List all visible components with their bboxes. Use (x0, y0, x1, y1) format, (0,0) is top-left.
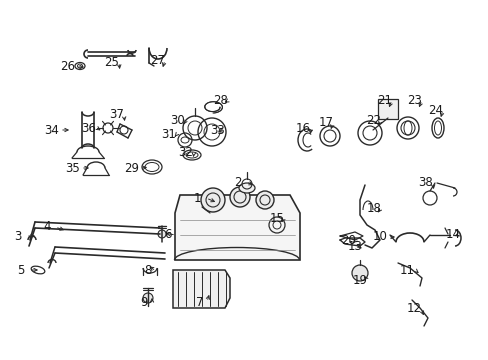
Circle shape (142, 293, 153, 303)
Text: 26: 26 (61, 60, 75, 73)
Text: 24: 24 (427, 104, 443, 117)
Text: 11: 11 (399, 264, 414, 276)
Text: 28: 28 (213, 94, 228, 107)
Polygon shape (173, 270, 229, 308)
Text: 36: 36 (81, 122, 96, 135)
Text: 13: 13 (347, 239, 362, 252)
Text: 7: 7 (196, 296, 203, 309)
Text: 6: 6 (164, 229, 171, 242)
Text: 29: 29 (124, 162, 139, 175)
Text: 10: 10 (372, 230, 386, 243)
Text: 17: 17 (318, 117, 333, 130)
Text: 38: 38 (418, 176, 432, 189)
Text: 16: 16 (295, 122, 310, 135)
Text: 22: 22 (366, 113, 381, 126)
Circle shape (201, 188, 224, 212)
Circle shape (158, 230, 165, 238)
Text: 8: 8 (144, 265, 151, 278)
Text: 34: 34 (44, 123, 60, 136)
Text: 2: 2 (234, 175, 241, 189)
Text: 3: 3 (14, 230, 21, 243)
Text: 27: 27 (150, 54, 165, 67)
Text: 12: 12 (406, 302, 421, 315)
Circle shape (256, 191, 273, 209)
Text: 4: 4 (43, 220, 51, 234)
Text: 37: 37 (109, 108, 124, 122)
Text: 9: 9 (140, 297, 147, 310)
Text: 20: 20 (341, 234, 356, 247)
Ellipse shape (239, 183, 254, 193)
Text: 14: 14 (445, 228, 460, 240)
Text: 1: 1 (193, 192, 201, 204)
Text: 35: 35 (65, 162, 80, 175)
Text: 21: 21 (377, 94, 392, 107)
Text: 5: 5 (17, 264, 24, 276)
Text: 31: 31 (161, 127, 176, 140)
FancyBboxPatch shape (377, 99, 397, 119)
Circle shape (351, 265, 367, 281)
Text: 19: 19 (352, 274, 367, 287)
Text: 25: 25 (104, 55, 119, 68)
Text: 15: 15 (269, 211, 284, 225)
Text: 30: 30 (170, 113, 185, 126)
Text: 32: 32 (178, 145, 193, 158)
Circle shape (229, 187, 249, 207)
Text: 18: 18 (366, 202, 381, 215)
Text: 33: 33 (210, 123, 225, 136)
Polygon shape (175, 195, 299, 260)
Text: 23: 23 (407, 94, 422, 107)
